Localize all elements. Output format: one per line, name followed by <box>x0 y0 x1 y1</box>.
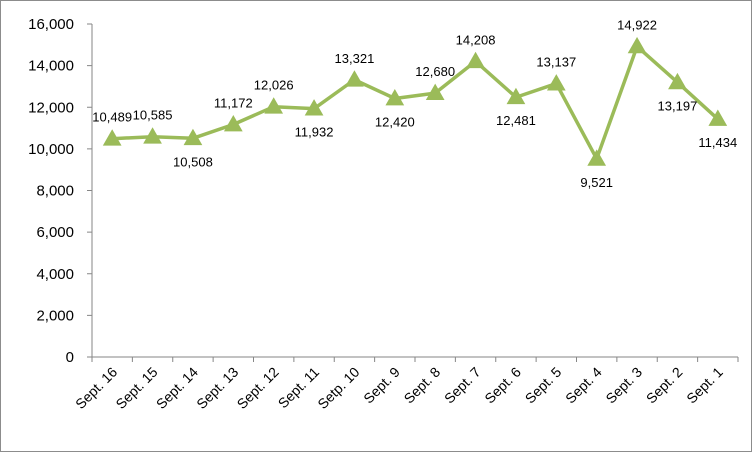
x-tick-label: Sept. 14 <box>153 364 201 412</box>
series <box>102 36 728 166</box>
data-point-marker <box>345 70 364 87</box>
y-tick-label: 8,000 <box>36 183 74 200</box>
data-label: 14,208 <box>456 32 496 47</box>
data-label: 11,434 <box>698 135 737 150</box>
data-point-marker <box>183 128 203 146</box>
y-tick-label: 14,000 <box>28 58 74 75</box>
x-tick-label: Sept. 3 <box>602 364 645 407</box>
y-tick-label: 6,000 <box>36 224 74 241</box>
data-point-marker <box>546 74 566 91</box>
data-label: 10,489 <box>92 110 132 125</box>
x-tick-label: Sept. 1 <box>683 364 726 407</box>
data-point-marker <box>223 114 243 132</box>
x-tick-label: Sept. 2 <box>643 364 686 407</box>
data-point-marker <box>587 149 607 166</box>
x-tick-label: Sept. 11 <box>275 364 323 412</box>
data-point-marker <box>627 36 647 54</box>
data-label: 10,585 <box>133 108 173 123</box>
x-tick-label: Sept. 9 <box>360 364 403 407</box>
data-label: 14,922 <box>617 17 657 32</box>
y-tick-label: 0 <box>66 349 74 366</box>
data-point-marker <box>506 87 526 105</box>
data-point-marker <box>708 109 728 126</box>
data-label: 10,508 <box>173 154 213 169</box>
series-line <box>112 44 719 161</box>
data-point-marker <box>466 51 485 69</box>
x-tick-label: Sept. 16 <box>72 364 120 412</box>
data-point-marker <box>425 83 445 100</box>
x-tick-label: Sept. 7 <box>441 364 484 407</box>
data-label: 11,932 <box>295 125 334 140</box>
x-tick-label: Sept. 12 <box>234 364 282 412</box>
x-tick-label: Sept. 8 <box>401 364 444 407</box>
data-point-marker <box>668 72 687 90</box>
y-tick-label: 4,000 <box>36 266 74 283</box>
x-tick-label: Sept. 6 <box>481 364 524 407</box>
x-tick-label: Sept. 4 <box>562 364 605 407</box>
x-tick-label: Sept. 5 <box>522 364 565 407</box>
x-tick-label: Sept. 15 <box>112 364 160 412</box>
y-tick-label: 2,000 <box>36 307 74 324</box>
data-point-marker <box>304 99 324 116</box>
data-label: 13,197 <box>658 98 698 113</box>
data-label: 12,481 <box>496 113 536 128</box>
data-point-marker <box>385 89 405 106</box>
data-label: 12,420 <box>375 115 415 130</box>
data-label: 12,680 <box>415 64 455 79</box>
data-label: 13,137 <box>536 55 576 70</box>
data-label: 9,521 <box>580 175 613 190</box>
data-point-marker <box>264 97 284 114</box>
data-point-marker <box>143 127 162 144</box>
data-label: 11,172 <box>214 95 253 110</box>
y-tick-label: 12,000 <box>28 99 74 116</box>
data-label: 12,026 <box>254 78 294 93</box>
y-axis: 0 2,000 4,000 6,000 8,000 10,000 12,000 14,000 1… <box>28 16 93 366</box>
data-point-marker <box>102 129 122 146</box>
x-tick-label: Sept. 13 <box>193 364 241 412</box>
y-tick-label: 10,000 <box>28 141 74 158</box>
data-label: 13,321 <box>335 51 375 66</box>
y-tick-label: 16,000 <box>28 16 74 33</box>
x-tick-label: Setp. 10 <box>314 364 362 412</box>
